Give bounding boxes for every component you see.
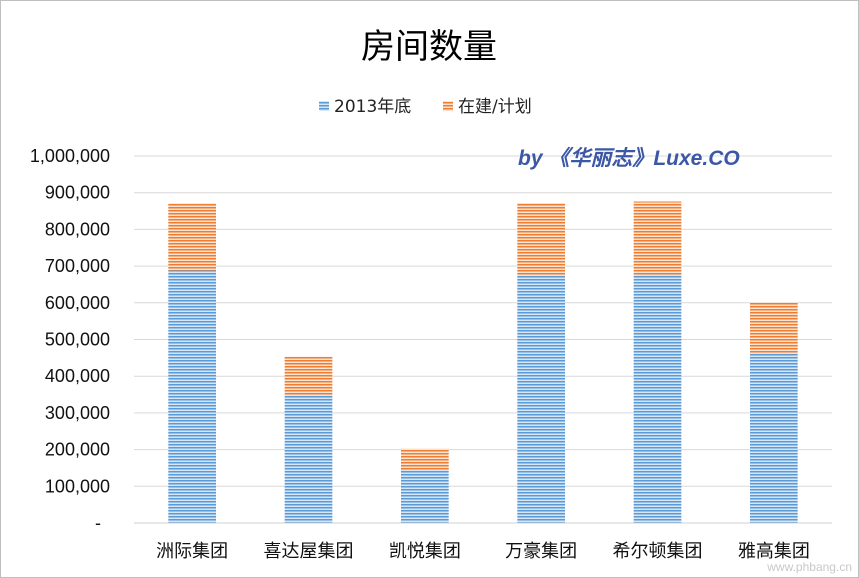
y-tick-label: 400,000 bbox=[45, 366, 110, 386]
y-tick-label: 800,000 bbox=[45, 219, 110, 239]
x-category-label: 喜达屋集团 bbox=[264, 541, 354, 562]
y-tick-label: 700,000 bbox=[45, 256, 110, 276]
y-tick-label: 300,000 bbox=[45, 403, 110, 423]
legend-swatch-planned bbox=[443, 101, 453, 111]
y-tick-label: 200,000 bbox=[45, 440, 110, 460]
gridlines bbox=[134, 155, 832, 487]
bar-segment-built bbox=[517, 275, 566, 523]
y-tick-label: 500,000 bbox=[45, 330, 110, 350]
x-category-label: 洲际集团 bbox=[156, 541, 228, 562]
x-category-label: 雅高集团 bbox=[738, 541, 810, 562]
watermark: www.phbang.cn bbox=[766, 560, 852, 574]
y-tick-label: 100,000 bbox=[45, 476, 110, 496]
x-category-label: 希尔顿集团 bbox=[613, 541, 703, 562]
bar-segment-planned bbox=[749, 302, 798, 354]
bars bbox=[168, 201, 798, 523]
source-annotation: by 《华丽志》Luxe.CO bbox=[518, 146, 740, 170]
legend: 2013年底 在建/计划 bbox=[319, 97, 532, 117]
y-axis-ticks: - 100,000 200,000 300,000 400,000 500,000 600,… bbox=[30, 146, 110, 533]
y-tick-label: 1,000,000 bbox=[30, 146, 110, 166]
bar-segment-planned bbox=[168, 203, 217, 271]
x-axis-categories: 洲际集团 喜达屋集团 凯悦集团 万豪集团 希尔顿集团 雅高集团 bbox=[156, 541, 810, 562]
legend-label-planned: 在建/计划 bbox=[458, 97, 532, 117]
y-tick-label: - bbox=[95, 513, 101, 533]
bar-segment-built bbox=[749, 353, 798, 523]
x-category-label: 万豪集团 bbox=[505, 541, 577, 562]
bar-segment-planned bbox=[517, 202, 566, 276]
bar-segment-planned bbox=[400, 448, 449, 470]
y-tick-label: 600,000 bbox=[45, 293, 110, 313]
y-tick-label: 900,000 bbox=[45, 183, 110, 203]
bar-segment-planned bbox=[284, 356, 333, 396]
x-category-label: 凯悦集团 bbox=[389, 541, 461, 562]
legend-label-2013: 2013年底 bbox=[334, 97, 411, 117]
bar-segment-built bbox=[633, 274, 682, 523]
chart-title: 房间数量 bbox=[361, 27, 497, 67]
bar-segment-built bbox=[400, 469, 449, 523]
bar-segment-built bbox=[168, 270, 217, 523]
legend-swatch-2013 bbox=[319, 101, 329, 111]
bar-segment-planned bbox=[633, 201, 682, 275]
bar-segment-built bbox=[284, 395, 333, 523]
